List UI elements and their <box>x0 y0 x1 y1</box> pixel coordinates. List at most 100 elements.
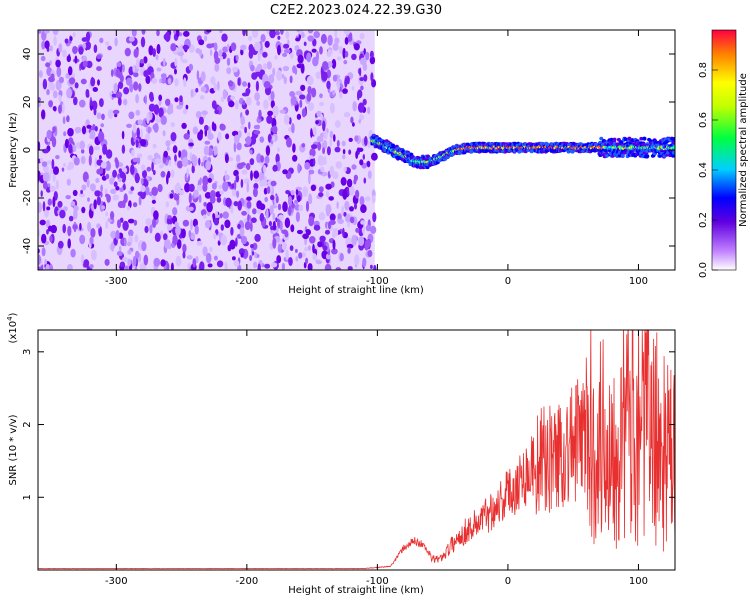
noise-blob <box>85 31 91 43</box>
noise-blob <box>352 122 355 127</box>
noise-blob <box>351 234 358 246</box>
noise-blob <box>199 261 205 270</box>
noise-blob <box>42 172 50 183</box>
noise-blob <box>251 251 255 256</box>
noise-blob <box>47 183 51 188</box>
noise-blob <box>310 184 317 192</box>
noise-blob <box>81 206 86 214</box>
noise-blob <box>105 149 113 159</box>
noise-blob <box>345 30 351 35</box>
noise-blob <box>154 232 161 242</box>
noise-blob <box>93 199 97 210</box>
noise-blob <box>354 135 359 142</box>
noise-blob <box>170 43 177 52</box>
noise-blob <box>240 115 245 126</box>
noise-blob <box>277 147 280 153</box>
colorbar-gradient <box>712 30 736 270</box>
noise-blob <box>142 169 147 179</box>
noise-blob <box>198 116 204 125</box>
noise-blob <box>170 122 175 128</box>
noise-blob <box>68 77 76 85</box>
noise-blob <box>154 158 162 165</box>
noise-blob <box>112 109 120 115</box>
noise-blob <box>318 186 324 193</box>
noise-blob <box>104 258 110 266</box>
noise-blob <box>348 185 355 196</box>
noise-blob <box>305 257 309 264</box>
noise-blob <box>332 74 338 82</box>
noise-blob <box>242 81 247 87</box>
noise-blob <box>240 162 246 167</box>
noise-blob <box>309 148 316 158</box>
noise-blob <box>40 157 43 163</box>
noise-blob <box>355 189 360 199</box>
noise-blob <box>220 124 226 131</box>
noise-blob <box>315 120 319 125</box>
noise-blob <box>56 66 62 78</box>
noise-blob <box>307 30 314 34</box>
noise-blob <box>192 218 198 228</box>
noise-blob <box>343 212 347 217</box>
noise-blob <box>61 167 65 172</box>
noise-blob <box>123 87 130 95</box>
noise-blob <box>126 206 131 211</box>
noise-blob <box>66 55 72 63</box>
noise-blob <box>241 169 248 175</box>
noise-blob <box>139 59 145 64</box>
noise-blob <box>194 225 199 235</box>
ridge-halo <box>671 154 675 158</box>
noise-blob <box>226 67 232 75</box>
noise-blob <box>181 157 189 167</box>
spectrogram-marks <box>38 30 675 270</box>
noise-blob <box>199 129 204 137</box>
spectrogram-x-label: Height of straight line (km) <box>288 285 424 296</box>
noise-blob <box>334 120 341 128</box>
noise-blob <box>332 89 336 96</box>
noise-blob <box>233 179 237 191</box>
noise-blob <box>322 120 326 132</box>
y-tick-label: 0 <box>22 147 33 153</box>
noise-blob <box>90 249 97 261</box>
noise-blob <box>250 244 254 249</box>
noise-blob <box>364 136 368 146</box>
noise-blob <box>202 182 208 192</box>
noise-blob <box>119 261 126 268</box>
noise-blob <box>170 262 174 270</box>
noise-blob <box>175 225 181 236</box>
noise-blob <box>272 67 276 77</box>
noise-blob <box>131 149 135 157</box>
noise-blob <box>46 229 49 235</box>
noise-blob <box>347 266 353 270</box>
noise-blob <box>140 185 146 193</box>
noise-blob <box>227 244 232 252</box>
noise-blob <box>319 46 323 55</box>
noise-blob <box>351 164 357 170</box>
noise-blob <box>38 254 41 265</box>
noise-blob <box>283 49 291 54</box>
noise-blob <box>284 217 291 229</box>
noise-blob <box>312 243 315 254</box>
noise-blob <box>86 60 93 69</box>
noise-blob <box>152 169 156 176</box>
noise-blob <box>180 149 188 159</box>
noise-blob <box>78 193 86 198</box>
noise-blob <box>357 89 363 99</box>
ridge-halo <box>623 137 628 141</box>
noise-blob <box>365 224 372 232</box>
noise-blob <box>151 161 154 172</box>
noise-blob <box>219 213 223 219</box>
noise-blob <box>43 30 50 34</box>
noise-blob <box>308 216 315 227</box>
noise-blob <box>271 125 278 134</box>
ridge-halo <box>426 154 430 159</box>
noise-blob <box>132 202 138 208</box>
noise-blob <box>42 148 49 154</box>
noise-blob <box>344 200 350 211</box>
noise-blob <box>321 142 327 149</box>
noise-blob <box>347 247 351 254</box>
noise-blob <box>49 185 56 192</box>
noise-blob <box>153 210 159 220</box>
noise-blob <box>192 126 199 135</box>
snr-frame <box>37 329 676 571</box>
